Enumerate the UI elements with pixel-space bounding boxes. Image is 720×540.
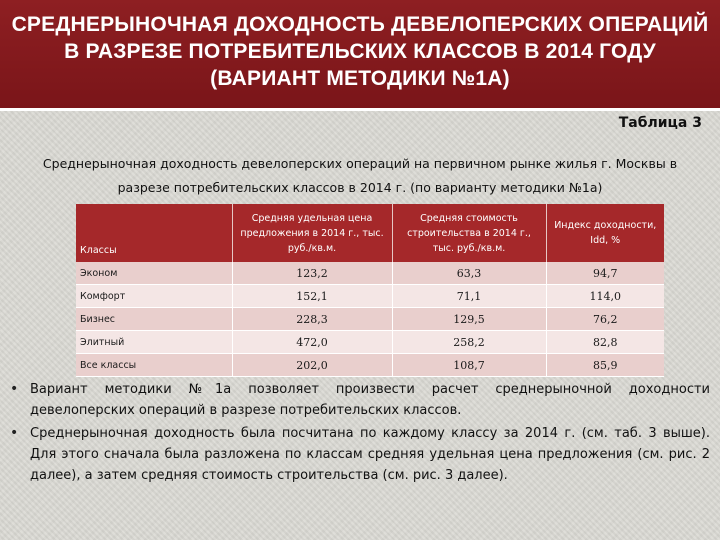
profit-index: 85,9 [546,353,664,377]
bullet-item: • Вариант методики №1а позволяет произве… [8,379,710,421]
avg-cost: 129,5 [392,307,547,331]
table-header-row: Классы Средняя удельная цена предложения… [76,204,664,262]
bullet-text: Вариант методики №1а позволяет произвест… [30,382,710,418]
class-name: Эконом [76,262,233,285]
table-row: Эконом 123,2 63,3 94,7 [76,262,664,285]
table-label: Таблица 3 [618,115,702,131]
slide-title: СРЕДНЕРЫНОЧНАЯ ДОХОДНОСТЬ ДЕВЕЛОПЕРСКИХ … [11,13,709,90]
table-caption: Среднерыночная доходность девелоперских … [42,156,678,195]
class-name: Бизнес [76,307,233,331]
header-avg-price: Средняя удельная цена предложения в 2014… [232,204,393,262]
profit-index: 114,0 [546,284,664,308]
table-row: Бизнес 228,3 129,5 76,2 [76,307,664,331]
avg-cost: 63,3 [392,262,547,285]
profitability-table: Классы Средняя удельная цена предложения… [76,204,664,377]
bullet-icon: • [10,425,19,441]
table-row: Все классы 202,0 108,7 85,9 [76,353,664,377]
avg-price: 152,1 [232,284,393,308]
avg-price: 202,0 [232,353,393,377]
avg-price: 123,2 [232,262,393,285]
class-name: Комфорт [76,284,233,308]
table-row: Комфорт 152,1 71,1 114,0 [76,284,664,308]
header-profit-index: Индекс доходности, Idd, % [546,204,664,262]
header-avg-cost: Средняя стоимость строительства в 2014 г… [392,204,547,262]
profit-index: 94,7 [546,262,664,285]
bullet-list: • Вариант методики №1а позволяет произве… [8,379,710,488]
profit-index: 82,8 [546,330,664,354]
avg-price: 228,3 [232,307,393,331]
avg-price: 472,0 [232,330,393,354]
header-classes: Классы [76,204,233,262]
table-row: Элитный 472,0 258,2 82,8 [76,330,664,354]
avg-cost: 258,2 [392,330,547,354]
profit-index: 76,2 [546,307,664,331]
class-name: Элитный [76,330,233,354]
bullet-text: Среднерыночная доходность была посчитана… [30,426,710,483]
bullet-icon: • [10,381,19,397]
avg-cost: 108,7 [392,353,547,377]
bullet-item: • Среднерыночная доходность была посчита… [8,423,710,486]
avg-cost: 71,1 [392,284,547,308]
title-bar: СРЕДНЕРЫНОЧНАЯ ДОХОДНОСТЬ ДЕВЕЛОПЕРСКИХ … [0,0,720,111]
class-name: Все классы [76,353,233,377]
